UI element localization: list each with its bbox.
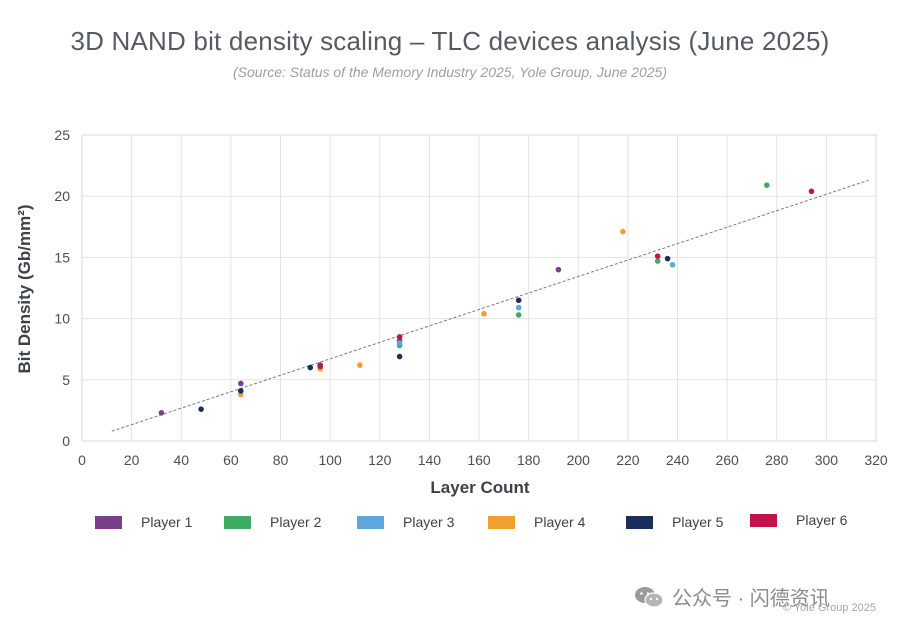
data-point-player-3-0[interactable]: [397, 340, 403, 346]
x-tick-labels: 0 20 40 60 80 100 120 140 160 180 200 220 240 260 280 3…: [78, 452, 888, 468]
data-point-player-1-1[interactable]: [238, 381, 244, 387]
y-tick-label: 25: [54, 127, 70, 143]
legend-item-player-4[interactable]: Player 4: [488, 514, 585, 530]
x-axis-title: Layer Count: [430, 478, 530, 497]
legend-swatch-player-2: [224, 516, 251, 529]
data-point-player-6-3[interactable]: [809, 189, 815, 195]
data-point-player-1-0[interactable]: [159, 410, 165, 416]
legend-label-player-1: Player 1: [141, 514, 192, 530]
data-point-player-5-4[interactable]: [516, 297, 522, 303]
x-tick-label: 160: [467, 452, 491, 468]
legend-item-player-2[interactable]: Player 2: [224, 514, 321, 530]
data-point-player-6-1[interactable]: [397, 334, 403, 340]
y-tick-label: 15: [54, 249, 70, 265]
x-tick-label: 220: [616, 452, 640, 468]
x-tick-label: 0: [78, 452, 86, 468]
x-tick-label: 80: [273, 452, 289, 468]
data-point-player-5-2[interactable]: [307, 365, 313, 371]
legend-label-player-2: Player 2: [270, 514, 321, 530]
data-point-player-5-5[interactable]: [665, 256, 671, 262]
legend-item-player-3[interactable]: Player 3: [357, 514, 454, 530]
x-tick-label: 300: [815, 452, 839, 468]
x-tick-label: 100: [318, 452, 342, 468]
data-point-player-2-1[interactable]: [516, 312, 522, 318]
y-tick-label: 0: [62, 433, 70, 449]
legend-label-player-6: Player 6: [796, 512, 847, 528]
scatter-chart: 0 20 40 60 80 100 120 140 160 180 200 220 240 260 280 3…: [0, 0, 900, 510]
data-point-player-4-3[interactable]: [481, 311, 487, 317]
x-tick-label: 240: [666, 452, 690, 468]
legend-swatch-player-5: [626, 516, 653, 529]
legend-swatch-player-3: [357, 516, 384, 529]
x-tick-label: 260: [715, 452, 739, 468]
x-tick-label: 140: [418, 452, 442, 468]
legend-label-player-5: Player 5: [672, 514, 723, 530]
legend-swatch-player-4: [488, 516, 515, 529]
wechat-icon: [634, 585, 664, 609]
x-tick-label: 200: [567, 452, 591, 468]
data-point-player-2-3[interactable]: [764, 182, 770, 188]
x-tick-label: 40: [173, 452, 189, 468]
y-tick-label: 20: [54, 188, 70, 204]
data-point-player-6-2[interactable]: [655, 253, 661, 259]
data-point-player-6-0[interactable]: [317, 364, 323, 370]
x-tick-label: 180: [517, 452, 541, 468]
y-axis-title: Bit Density (Gb/mm²): [15, 204, 34, 373]
data-point-player-2-2[interactable]: [655, 258, 661, 264]
x-tick-label: 320: [864, 452, 888, 468]
legend-item-player-6[interactable]: Player 6: [750, 512, 847, 528]
legend-label-player-3: Player 3: [403, 514, 454, 530]
data-point-player-1-4[interactable]: [556, 267, 562, 273]
y-tick-label: 5: [62, 372, 70, 388]
x-tick-label: 20: [124, 452, 140, 468]
legend-item-player-1[interactable]: Player 1: [95, 514, 192, 530]
data-point-player-3-2[interactable]: [670, 262, 676, 268]
legend-swatch-player-1: [95, 516, 122, 529]
data-point-player-4-2[interactable]: [357, 362, 363, 368]
x-tick-label: 120: [368, 452, 392, 468]
legend-item-player-5[interactable]: Player 5: [626, 514, 723, 530]
x-tick-label: 280: [765, 452, 789, 468]
data-point-player-5-1[interactable]: [238, 388, 244, 394]
legend: Player 1 Player 2 Player 3 Player 4 Play…: [0, 514, 900, 544]
y-tick-labels: 0 5 10 15 20 25: [54, 127, 70, 449]
legend-label-player-4: Player 4: [534, 514, 585, 530]
data-point-player-5-0[interactable]: [198, 406, 204, 412]
data-point-player-4-4[interactable]: [620, 229, 626, 235]
legend-swatch-player-6: [750, 514, 777, 527]
copyright: © Yole Group 2025: [783, 602, 876, 614]
x-tick-label: 60: [223, 452, 239, 468]
y-tick-label: 10: [54, 311, 70, 327]
data-point-player-5-3[interactable]: [397, 354, 403, 360]
data-point-player-3-1[interactable]: [516, 305, 522, 311]
